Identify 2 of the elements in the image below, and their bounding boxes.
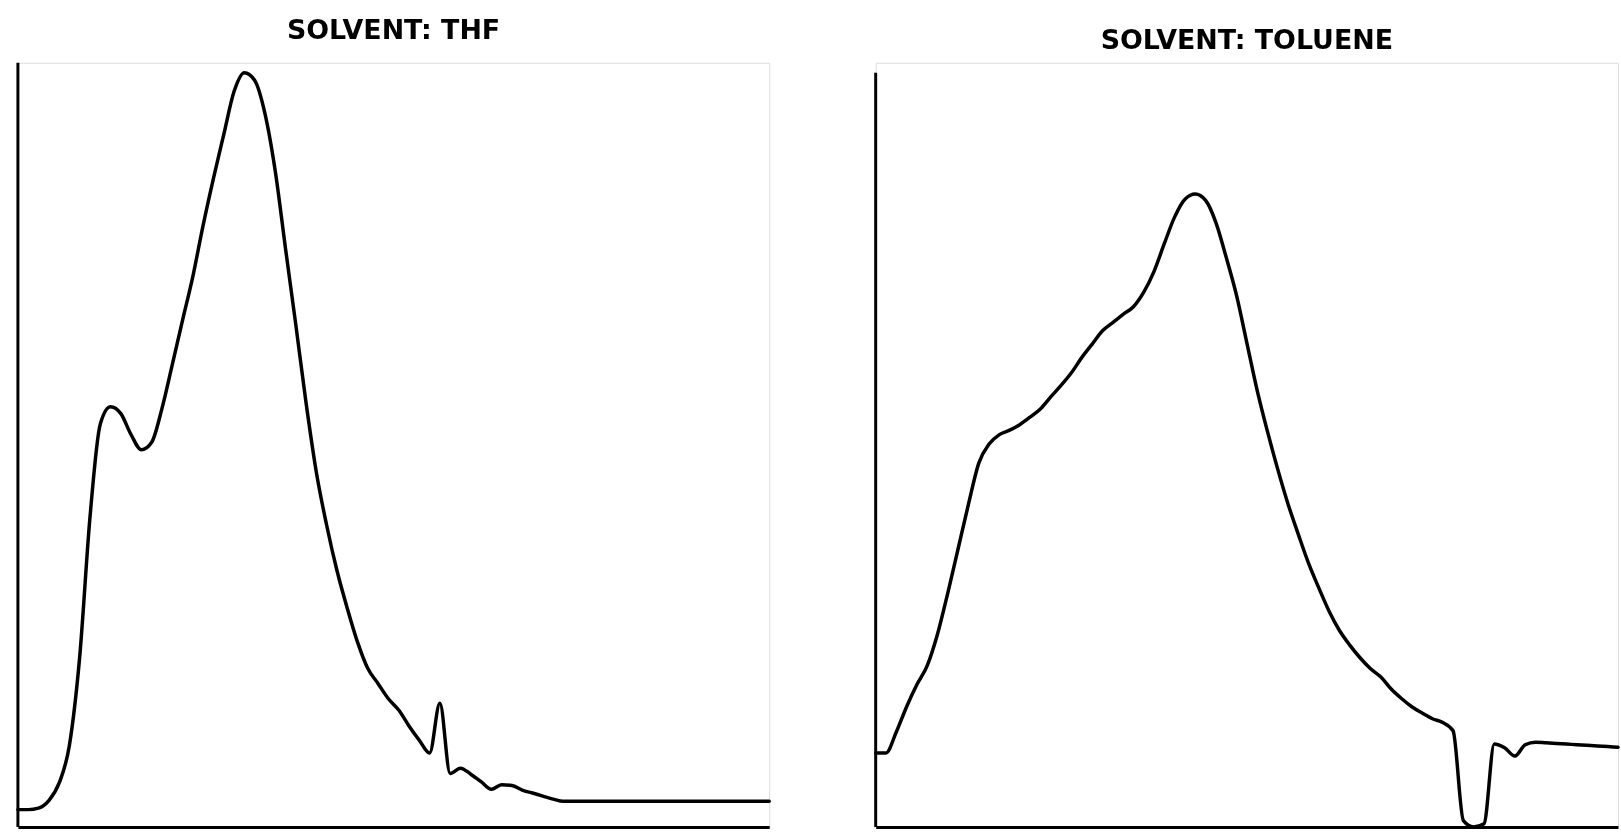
chart-title: SOLVENT: TOLUENE <box>1100 23 1394 55</box>
chart-title: SOLVENT: THF <box>286 14 501 46</box>
